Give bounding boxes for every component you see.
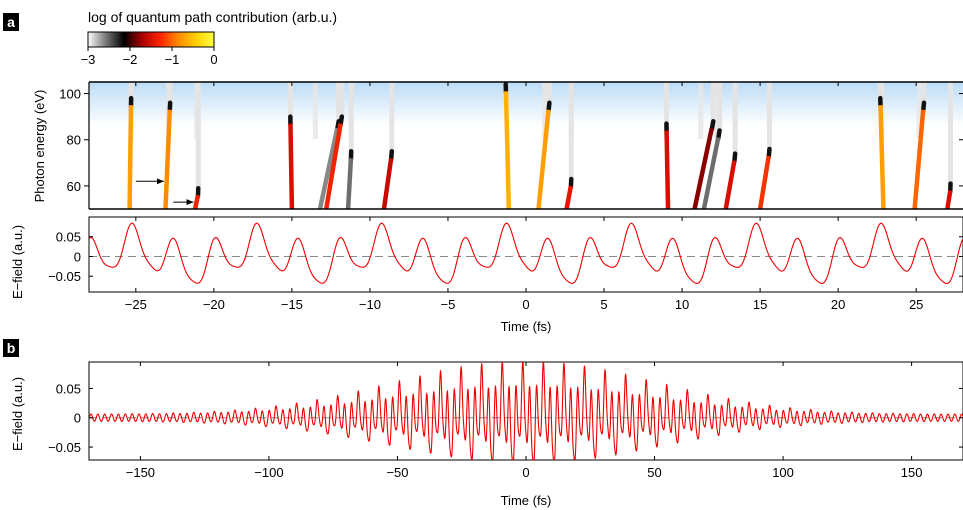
- quantum-path: [536, 109, 551, 209]
- quantum-path: [912, 109, 926, 209]
- cutoff-band: [89, 82, 963, 126]
- quantum-path: [381, 157, 394, 209]
- efield-line-full: [89, 362, 963, 460]
- efield-zoom-plot: −0.05 0 0.05 −25 −20 −15 −10 −5 0 5 10 15 20 25 E−fi…: [10, 216, 963, 334]
- path-tip: [334, 119, 341, 132]
- x-tick-label-zoom: −15: [281, 297, 303, 312]
- path-tip: [716, 128, 722, 141]
- x-tick-label-full: −100: [254, 465, 283, 480]
- quantum-path: [192, 194, 201, 209]
- ghost-path: [916, 82, 922, 139]
- panel-a-label: a: [3, 13, 19, 31]
- quantum-path: [945, 190, 953, 209]
- x-tick-label-full: 50: [647, 465, 661, 480]
- colorbar-tick-label: 0: [210, 52, 217, 67]
- x-tick-label-zoom: 5: [600, 297, 607, 312]
- efield-line-zoom: [89, 222, 963, 285]
- photon-energy-plot: 60 80 100 Photon energy (eV): [32, 81, 963, 210]
- x-tick-label-full: 100: [772, 465, 794, 480]
- quantum-path: [127, 105, 134, 209]
- x-tick-label-zoom: 25: [909, 297, 923, 312]
- y-tick-label-zoom: 0.05: [56, 230, 81, 245]
- path-tip: [766, 146, 772, 160]
- colorbar-title: log of quantum path contribution (arb.u.…: [88, 9, 337, 25]
- path-tip: [709, 119, 716, 132]
- quantum-path: [723, 160, 737, 209]
- y-tick-label-full: −0.05: [48, 440, 81, 455]
- y-tick-label-full: 0: [74, 411, 81, 426]
- efield-full-plot: −0.05 0 0.05 −150 −100 −50 0 50 100 150 E−field …: [10, 361, 963, 508]
- x-tick-label-full: −50: [386, 465, 408, 480]
- y-tick-label-zoom: −0.05: [48, 269, 81, 284]
- x-tick-label-zoom: 15: [753, 297, 767, 312]
- quantum-path: [692, 127, 714, 209]
- y-tick-label-energy: 80: [67, 133, 81, 148]
- path-tip: [546, 100, 552, 114]
- quantum-path: [757, 155, 771, 209]
- quantum-path: [878, 105, 886, 209]
- colorbar-tick-label: −2: [123, 52, 138, 67]
- quantum-path: [324, 123, 343, 209]
- quantum-path: [288, 123, 295, 209]
- y-tick-label-energy: 60: [67, 179, 81, 194]
- colorbar: log of quantum path contribution (arb.u.…: [81, 9, 337, 67]
- y-tick-label-zoom: 0: [74, 249, 81, 264]
- quantum-path: [345, 158, 354, 209]
- quantum-path: [503, 91, 512, 209]
- x-tick-label-zoom: 0: [522, 297, 529, 312]
- path-tip: [338, 114, 345, 127]
- x-axis-title-zoom: Time (fs): [501, 319, 552, 334]
- quantum-path: [701, 137, 721, 209]
- plot-frame-zoom: [88, 216, 963, 293]
- path-tip: [732, 151, 738, 164]
- svg-text:a: a: [7, 14, 15, 30]
- colorbar-gradient: [87, 31, 215, 48]
- x-tick-label-zoom: −25: [125, 297, 147, 312]
- panel-b-label: b: [3, 339, 19, 357]
- x-tick-label-zoom: −10: [359, 297, 381, 312]
- y-tick-label-full: 0.05: [56, 381, 81, 396]
- svg-text:b: b: [7, 340, 16, 356]
- quantum-path: [564, 185, 574, 209]
- quantum-path: [317, 127, 340, 209]
- x-tick-label-zoom: 20: [831, 297, 845, 312]
- x-tick-label-full: −150: [126, 465, 155, 480]
- y-axis-title-efield-full: E−field (a.u.): [10, 377, 25, 451]
- ghost-path: [713, 82, 719, 139]
- colorbar-tick-label: −3: [81, 52, 96, 67]
- quantum-path: [664, 130, 671, 209]
- y-axis-title-energy: Photon energy (eV): [32, 90, 47, 203]
- x-tick-label-zoom: −5: [441, 297, 456, 312]
- quantum-path: [163, 109, 173, 209]
- colorbar-tick-label: −1: [165, 52, 180, 67]
- x-tick-label-full: 0: [522, 465, 529, 480]
- ghost-path: [542, 82, 548, 139]
- ghost-path: [698, 82, 704, 139]
- y-axis-title-efield-zoom: E−field (a.u.): [10, 225, 25, 299]
- path-tip: [388, 149, 395, 162]
- x-axis-title-full: Time (fs): [501, 493, 552, 508]
- x-tick-label-zoom: −20: [203, 297, 225, 312]
- y-tick-label-energy: 100: [59, 87, 81, 102]
- ghost-path: [312, 82, 318, 139]
- x-tick-label-zoom: 10: [675, 297, 689, 312]
- path-tip: [920, 100, 927, 114]
- x-tick-label-full: 150: [901, 465, 923, 480]
